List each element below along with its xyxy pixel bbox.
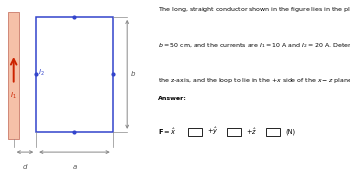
Text: a: a (72, 164, 77, 169)
Text: $I_2$: $I_2$ (38, 68, 44, 78)
Text: $\mathbf{F} = \hat{x}$: $\mathbf{F} = \hat{x}$ (158, 127, 176, 137)
Text: $+ \hat{z}$: $+ \hat{z}$ (246, 127, 257, 137)
Text: b: b (131, 71, 136, 77)
Bar (36, 17, 113, 132)
Text: $I_1$: $I_1$ (10, 91, 17, 101)
Text: $b = 50$ cm, and the currents are $I_1 = 10$ A and $I_2 = 20$ A. Determine the n: $b = 50$ cm, and the currents are $I_1 =… (158, 41, 350, 50)
Text: $+ \hat{y}$: $+ \hat{y}$ (207, 126, 218, 138)
Text: Answer:: Answer: (158, 96, 187, 101)
Bar (8, 12, 19, 139)
Text: the z-axis, and the loop to lie in the $+x$ side of the $x - z$ plane.: the z-axis, and the loop to lie in the $… (158, 76, 350, 85)
Text: d: d (23, 164, 27, 169)
Text: (N): (N) (285, 129, 295, 135)
Text: The long, straight conductor shown in the figure lies in the plane of the rectan: The long, straight conductor shown in th… (158, 5, 350, 14)
